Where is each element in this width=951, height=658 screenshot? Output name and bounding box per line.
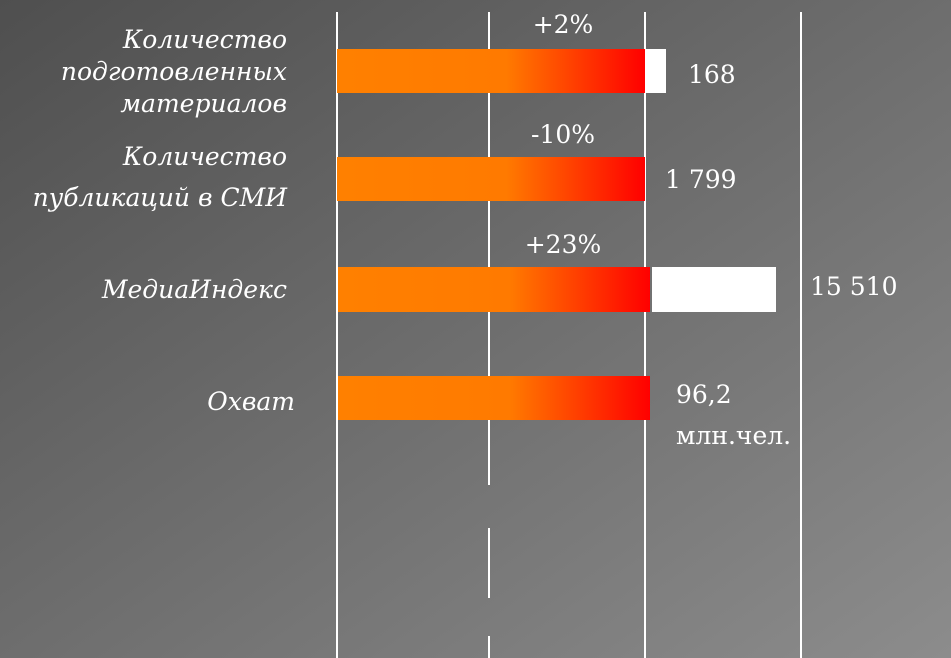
value-label: 96,2 <box>676 380 732 409</box>
bars <box>337 49 776 420</box>
value-label: млн.чел. <box>676 421 791 450</box>
change-label: +23% <box>525 230 602 259</box>
value-label: 1 799 <box>665 165 737 194</box>
value-label: 168 <box>688 60 736 89</box>
row-label: Охват <box>207 387 295 416</box>
row-label: МедиаИндекс <box>101 275 287 304</box>
row-label: материалов <box>120 89 287 118</box>
value-label: 15 510 <box>810 272 897 301</box>
texts: Количество подготовленных материалов +2% 168… <box>33 10 898 450</box>
row-label: Количество <box>122 142 287 171</box>
row-label: публикаций в СМИ <box>33 183 289 212</box>
change-label: +2% <box>533 10 594 39</box>
row-label: Количество <box>122 25 287 54</box>
change-label: -10% <box>531 120 595 149</box>
row-label: подготовленных <box>61 57 287 86</box>
